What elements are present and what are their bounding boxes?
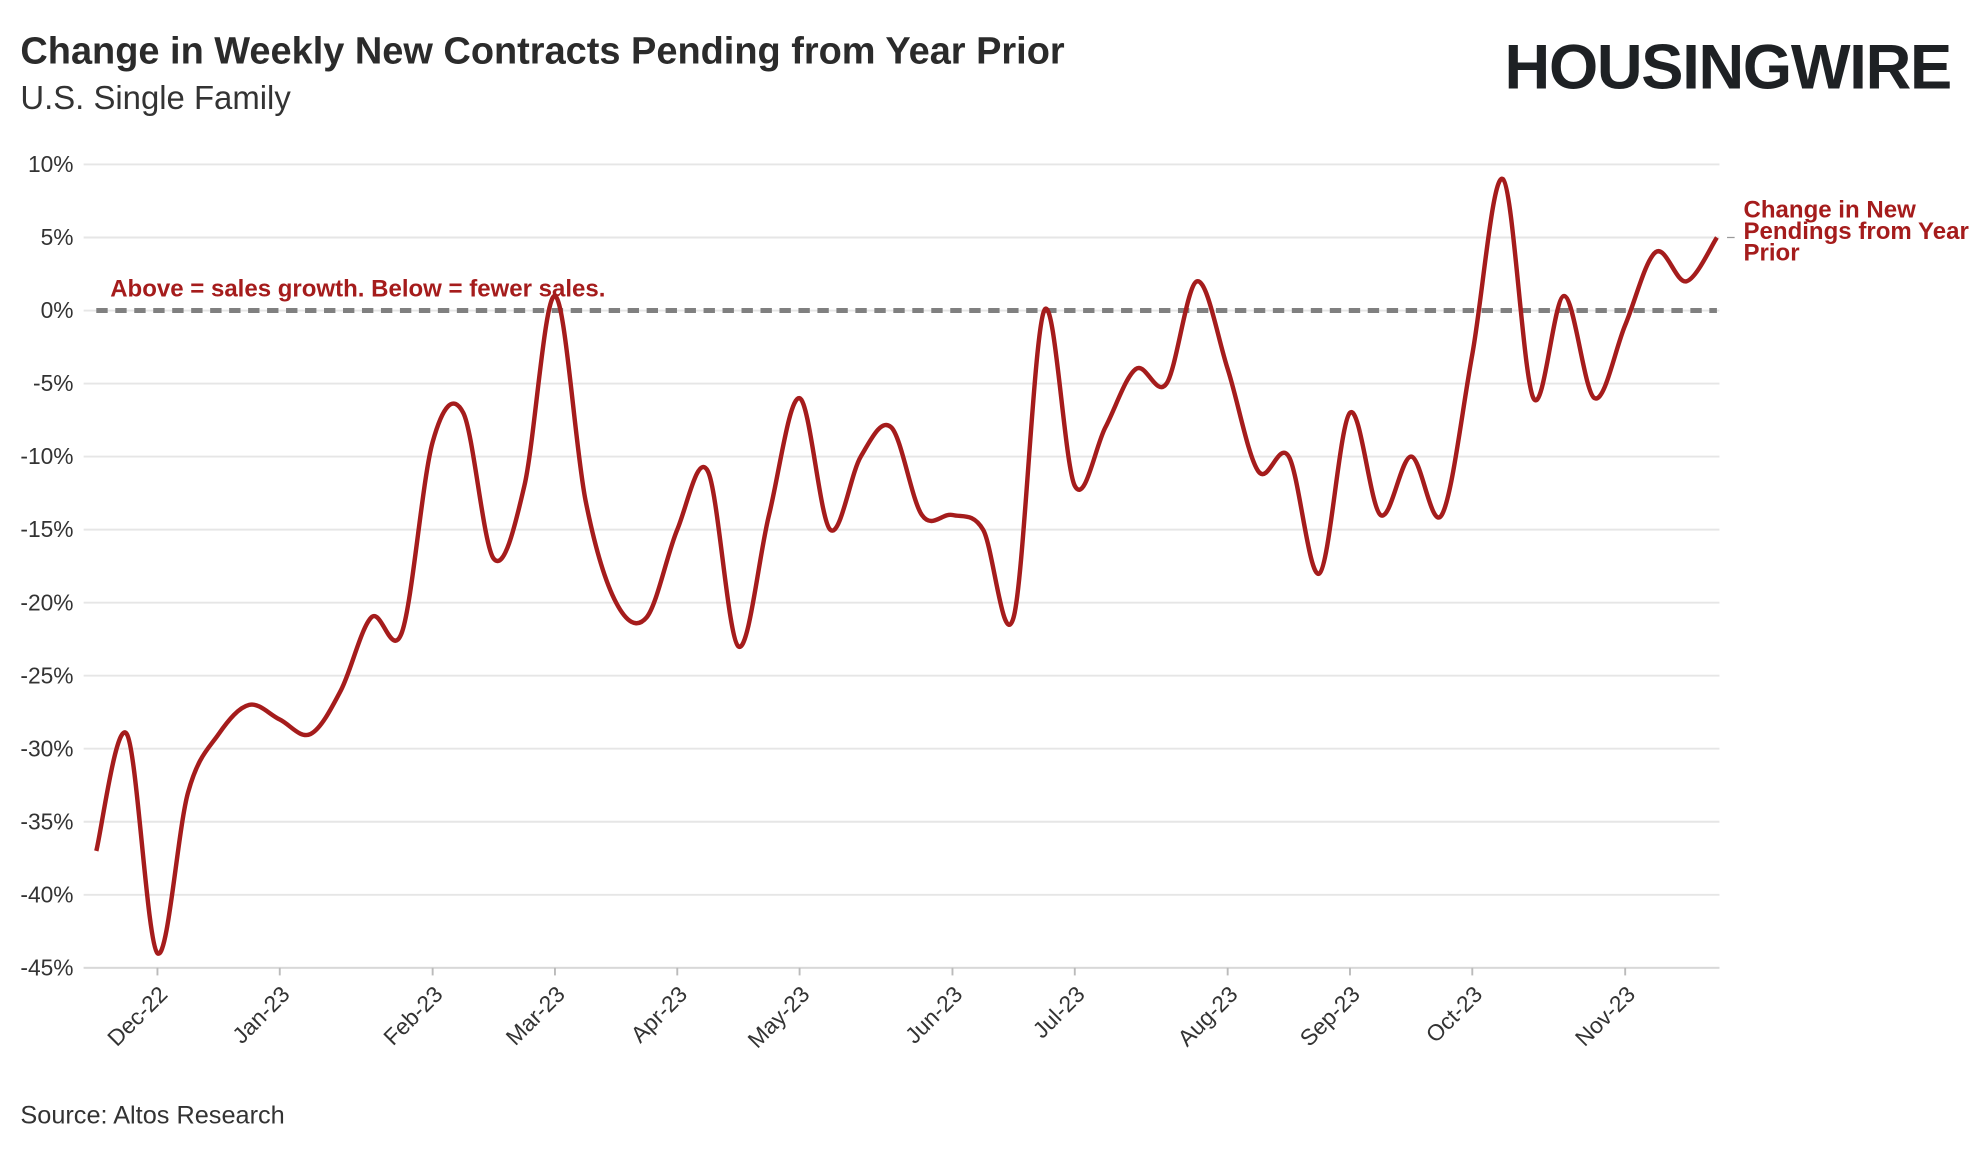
x-tick-label: Jan-23 <box>227 981 295 1049</box>
annotation: Above = sales growth. Below = fewer sale… <box>110 276 605 303</box>
source: Source: Altos Research <box>20 1101 284 1129</box>
y-tick-label: -45% <box>20 954 73 980</box>
x-tick-label: Aug-23 <box>1172 981 1242 1051</box>
y-tick-label: 5% <box>41 224 74 250</box>
y-tick-label: -25% <box>20 662 73 688</box>
y-tick-label: -5% <box>33 370 74 396</box>
x-tick-label: Nov-23 <box>1570 981 1640 1051</box>
x-tick-label: Jul-23 <box>1027 981 1089 1043</box>
x-tick-label: Feb-23 <box>378 981 447 1050</box>
chart-subtitle: U.S. Single Family <box>20 79 291 116</box>
series-line <box>94 176 1719 956</box>
y-tick-label: -30% <box>20 735 73 761</box>
series-label: Change in New Pendings from Year Prior <box>1743 199 1969 267</box>
series-label-box: Change in New Pendings from Year Prior <box>1743 199 1969 267</box>
chart-title: Change in Weekly New Contracts Pending f… <box>20 30 1064 72</box>
x-tick-label: Apr-23 <box>625 981 692 1048</box>
x-tick-label: May-23 <box>742 981 814 1053</box>
y-tick-label: -10% <box>20 443 73 469</box>
y-tick-label: 0% <box>41 297 74 323</box>
x-tick-label: Oct-23 <box>1421 981 1488 1048</box>
x-tick-label: Sep-23 <box>1295 981 1365 1051</box>
x-tick-label: Jun-23 <box>900 981 968 1049</box>
x-tick-label: Dec-22 <box>102 981 172 1051</box>
y-tick-label: -40% <box>20 881 73 907</box>
y-tick-label: -35% <box>20 808 73 834</box>
y-tick-label: -20% <box>20 589 73 615</box>
x-tick-label: Mar-23 <box>500 981 569 1050</box>
y-tick-label: -15% <box>20 516 73 542</box>
logo: HOUSINGWIRE <box>1505 33 1951 103</box>
y-tick-label: 10% <box>28 151 74 177</box>
